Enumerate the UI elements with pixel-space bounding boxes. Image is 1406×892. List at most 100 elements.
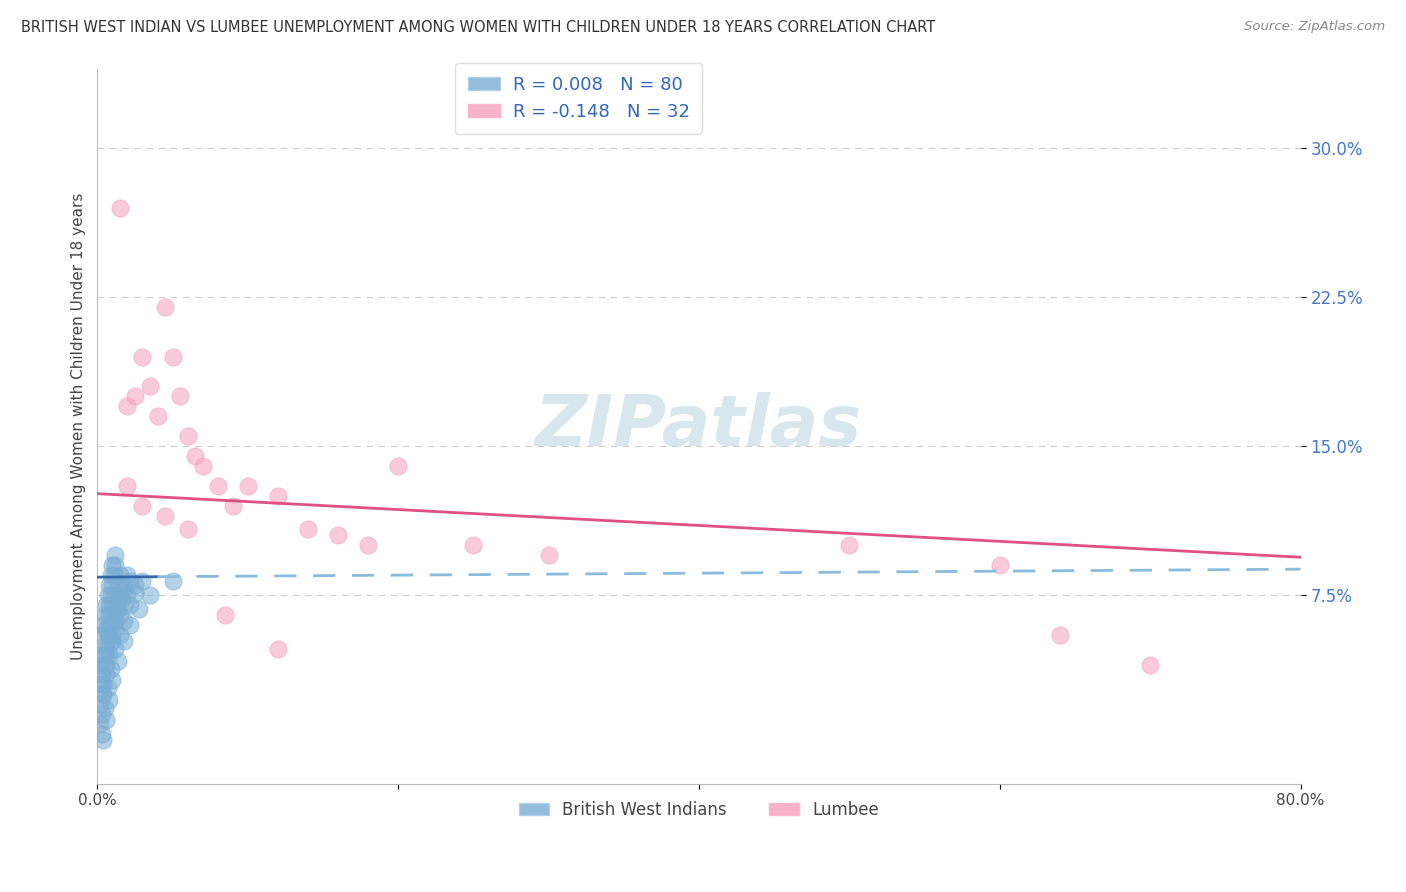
Point	[96, 641, 118, 656]
Point	[387, 458, 409, 473]
Point	[267, 641, 290, 656]
Point	[191, 458, 214, 473]
Point	[108, 628, 131, 642]
Point	[326, 528, 349, 542]
Point	[96, 622, 118, 636]
Point	[89, 698, 111, 712]
Point	[104, 548, 127, 562]
Point	[96, 598, 118, 612]
Point	[100, 607, 122, 622]
Point	[124, 389, 146, 403]
Point	[297, 523, 319, 537]
Point	[93, 733, 115, 747]
Point	[98, 638, 121, 652]
Point	[184, 449, 207, 463]
Point	[112, 614, 135, 628]
Point	[90, 677, 112, 691]
Point	[100, 661, 122, 675]
Point	[139, 379, 162, 393]
Point	[124, 578, 146, 592]
Point	[104, 588, 127, 602]
Point	[94, 701, 117, 715]
Text: BRITISH WEST INDIAN VS LUMBEE UNEMPLOYMENT AMONG WOMEN WITH CHILDREN UNDER 18 YE: BRITISH WEST INDIAN VS LUMBEE UNEMPLOYME…	[21, 20, 935, 35]
Point	[100, 588, 122, 602]
Point	[93, 648, 115, 662]
Point	[96, 657, 118, 672]
Point	[107, 602, 129, 616]
Point	[94, 607, 117, 622]
Point	[101, 628, 124, 642]
Text: Source: ZipAtlas.com: Source: ZipAtlas.com	[1244, 20, 1385, 33]
Point	[97, 681, 120, 696]
Point	[93, 687, 115, 701]
Point	[110, 591, 132, 606]
Point	[93, 677, 115, 691]
Point	[104, 641, 127, 656]
Point	[97, 588, 120, 602]
Point	[108, 588, 131, 602]
Point	[101, 633, 124, 648]
Y-axis label: Unemployment Among Women with Children Under 18 years: Unemployment Among Women with Children U…	[72, 193, 86, 660]
Point	[112, 633, 135, 648]
Point	[103, 607, 125, 622]
Point	[89, 717, 111, 731]
Point	[90, 707, 112, 722]
Point	[90, 727, 112, 741]
Point	[93, 687, 115, 701]
Point	[139, 588, 162, 602]
Point	[97, 628, 120, 642]
Point	[117, 588, 139, 602]
Point	[101, 598, 124, 612]
Point	[131, 499, 153, 513]
Point	[463, 538, 485, 552]
Point	[98, 693, 121, 707]
Point	[120, 574, 142, 588]
Point	[104, 622, 127, 636]
Point	[96, 667, 118, 681]
Point	[162, 574, 184, 588]
Legend: British West Indians, Lumbee: British West Indians, Lumbee	[512, 794, 886, 825]
Point	[222, 499, 245, 513]
Point	[105, 598, 128, 612]
Point	[98, 648, 121, 662]
Point	[124, 586, 146, 600]
Point	[107, 578, 129, 592]
Point	[94, 657, 117, 672]
Point	[988, 558, 1011, 573]
Point	[131, 574, 153, 588]
Point	[153, 508, 176, 523]
Point	[1139, 657, 1161, 672]
Point	[214, 607, 236, 622]
Point	[98, 598, 121, 612]
Point	[94, 648, 117, 662]
Point	[120, 598, 142, 612]
Point	[101, 673, 124, 688]
Point	[207, 479, 229, 493]
Point	[104, 614, 127, 628]
Point	[97, 607, 120, 622]
Point	[537, 548, 560, 562]
Point	[93, 617, 115, 632]
Point	[120, 617, 142, 632]
Point	[101, 578, 124, 592]
Point	[146, 409, 169, 424]
Point	[94, 638, 117, 652]
Point	[176, 429, 198, 443]
Point	[838, 538, 860, 552]
Point	[90, 628, 112, 642]
Point	[108, 568, 131, 582]
Point	[267, 489, 290, 503]
Point	[176, 523, 198, 537]
Text: ZIPatlas: ZIPatlas	[536, 392, 863, 460]
Point	[97, 628, 120, 642]
Point	[112, 578, 135, 592]
Point	[90, 667, 112, 681]
Point	[169, 389, 191, 403]
Point	[108, 201, 131, 215]
Point	[108, 607, 131, 622]
Point	[357, 538, 380, 552]
Point	[236, 479, 259, 493]
Point	[103, 568, 125, 582]
Point	[128, 602, 150, 616]
Point	[153, 300, 176, 314]
